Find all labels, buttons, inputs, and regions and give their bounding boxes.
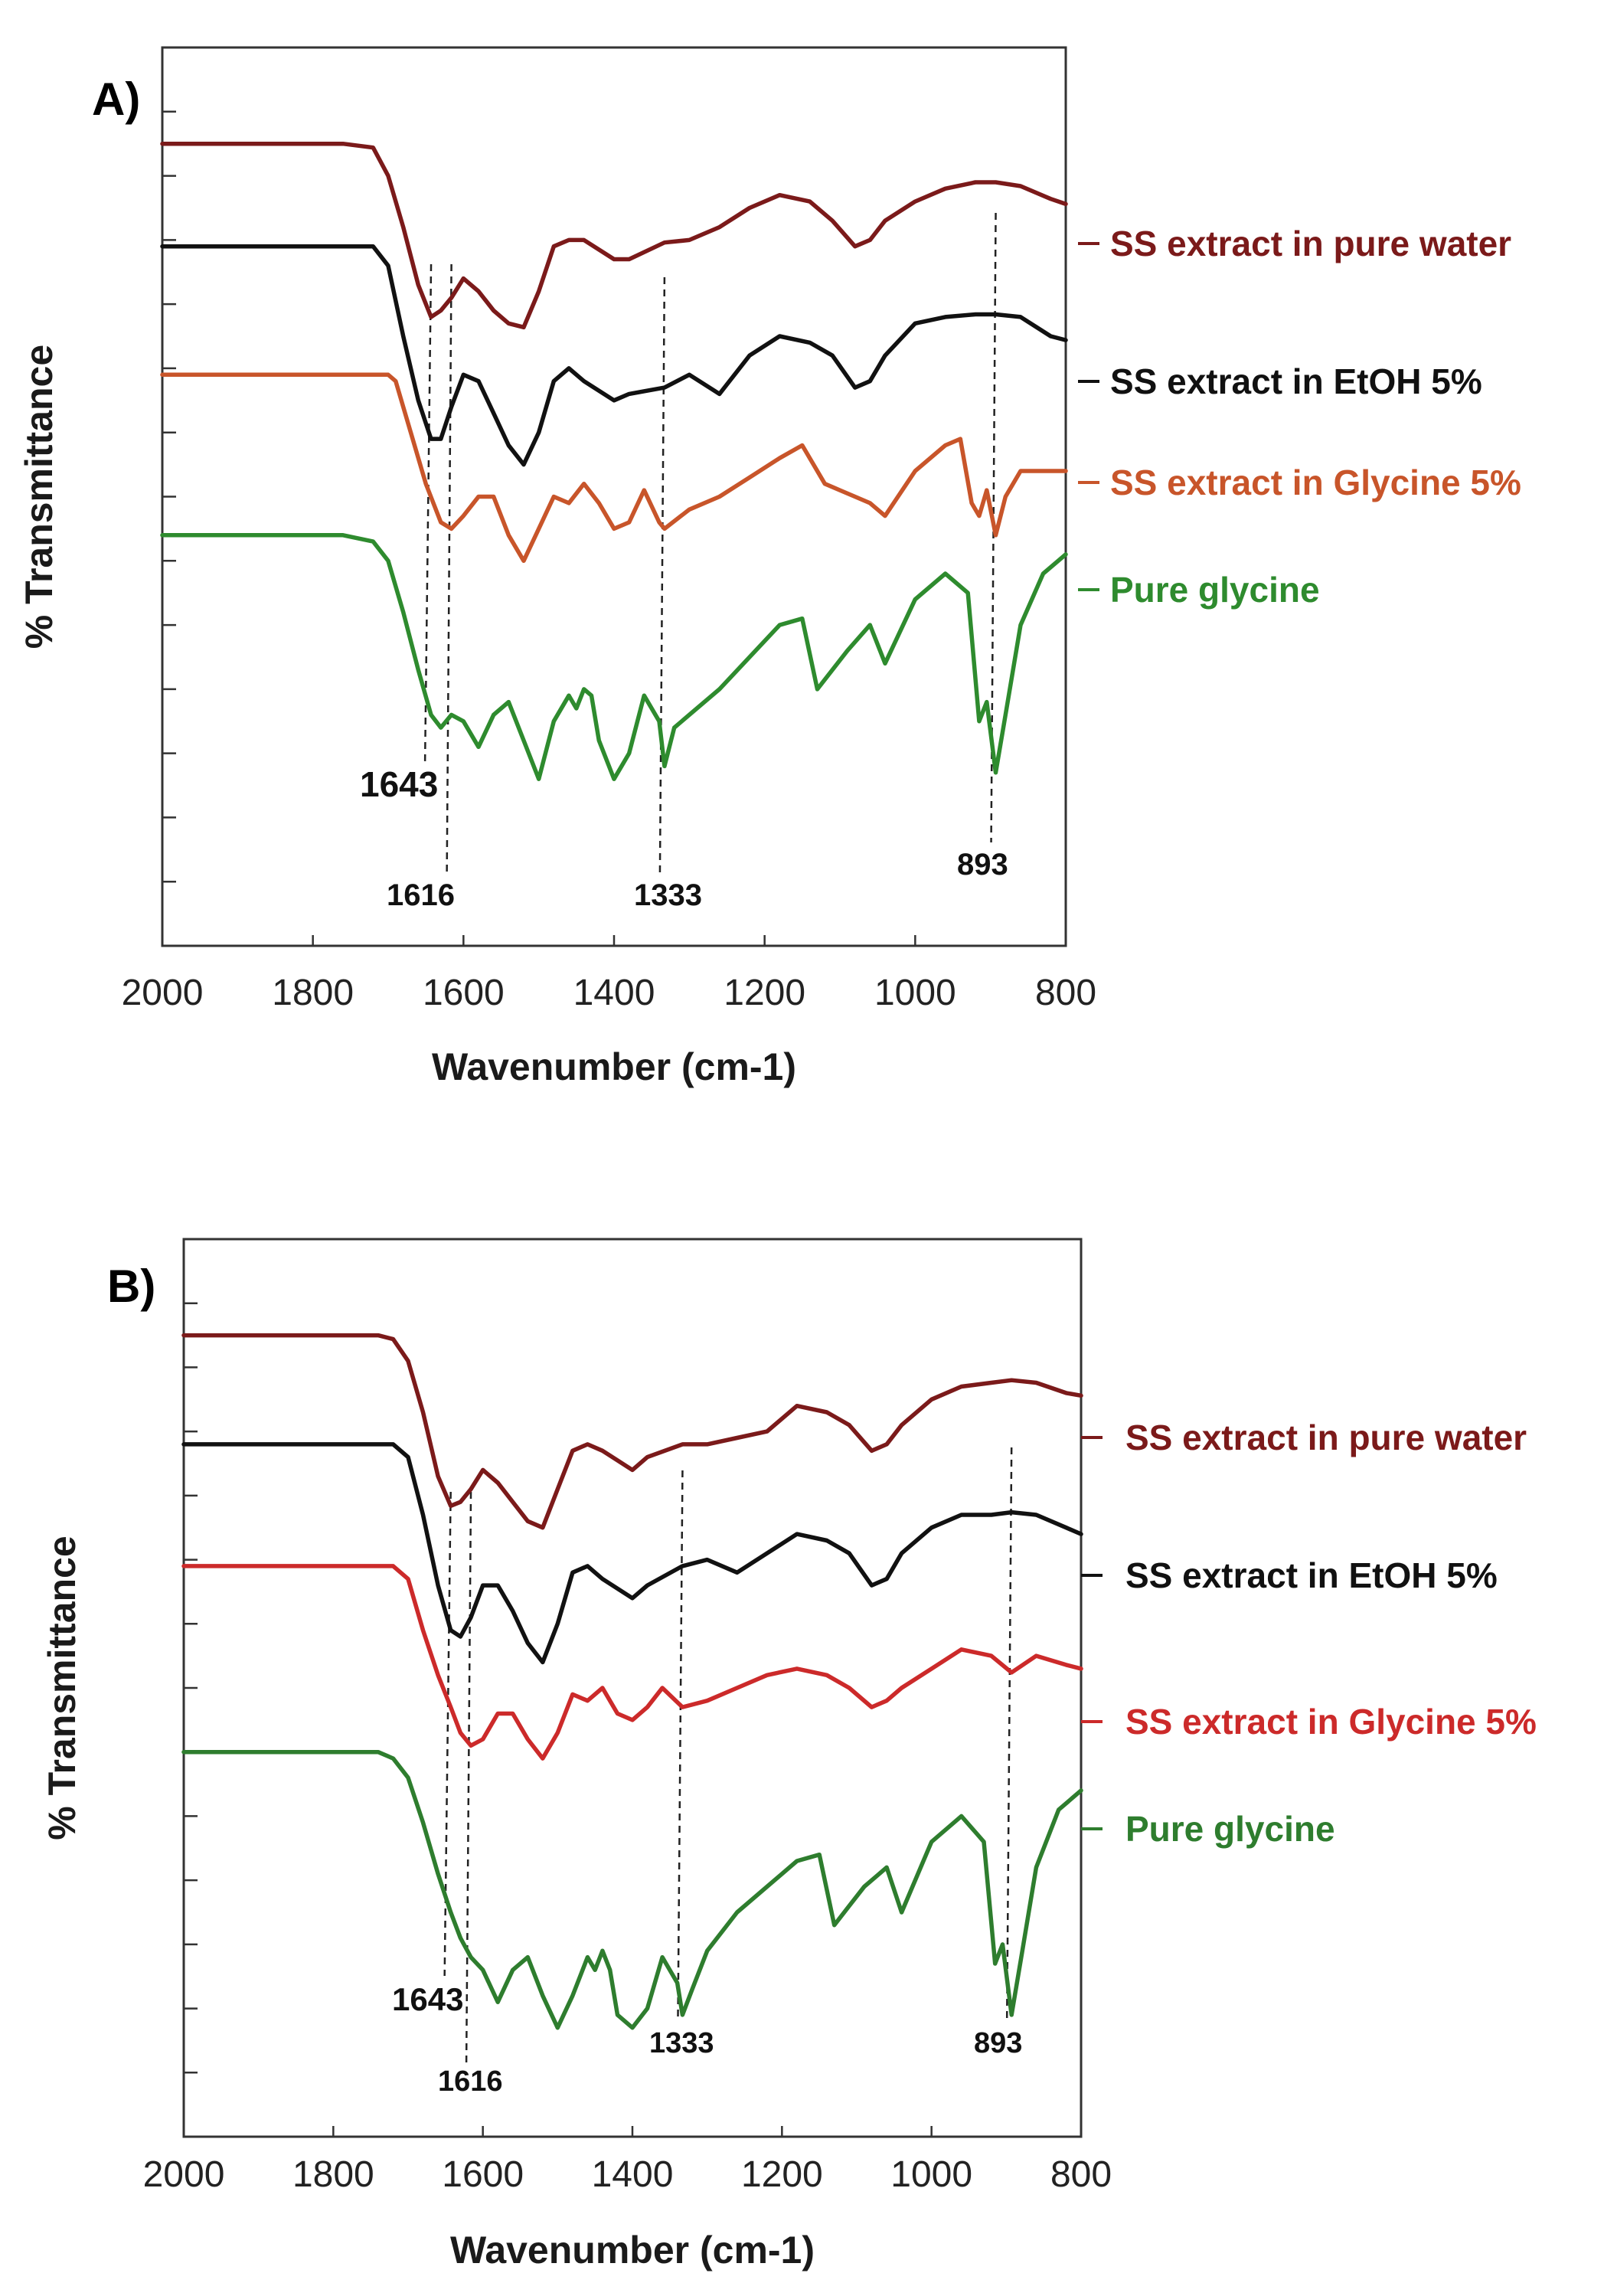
peak-marker-line-1333 <box>658 276 666 878</box>
x-tick-label: 1000 <box>874 973 956 1013</box>
series-line-1 <box>181 1442 1083 1665</box>
peak-marker-line-1333 <box>677 1470 684 2023</box>
legend-entry-3: Pure glycine <box>1110 570 1320 610</box>
x-tick-label: 1400 <box>573 973 655 1013</box>
legend-entry-0: SS extract in pure water <box>1110 224 1511 263</box>
peak-label-893: 893 <box>957 848 1008 881</box>
y-axis-title: % Transmittance <box>41 1536 83 1840</box>
panel-label: B) <box>107 1261 155 1312</box>
legend-entry-3: Pure glycine <box>1125 1809 1335 1849</box>
plot-frame <box>161 46 1067 947</box>
x-tick-label: 1200 <box>741 2154 823 2195</box>
series-line-2 <box>160 372 1068 564</box>
series-line-0 <box>181 1333 1083 1530</box>
peak-label-1333: 1333 <box>634 878 702 912</box>
series-line-0 <box>160 141 1068 330</box>
legend-entry-2: SS extract in Glycine 5% <box>1110 463 1521 502</box>
peak-label-1643: 1643 <box>360 764 438 804</box>
peak-label-1333: 1333 <box>649 2027 714 2059</box>
legend-entry-0: SS extract in pure water <box>1125 1418 1527 1457</box>
x-tick-label: 1600 <box>442 2154 524 2195</box>
legend-entry-2: SS extract in Glycine 5% <box>1125 1702 1537 1742</box>
panel-label: A) <box>92 74 140 125</box>
series-line-3 <box>181 1749 1083 2030</box>
x-tick-label: 1800 <box>292 2154 374 2195</box>
x-tick-label: 1000 <box>890 2154 972 2195</box>
chart-panel-a: 2000 1800 1600 1400 1200 1000 800 A) Wavenumber … <box>18 46 1521 1088</box>
legend-entry-1: SS extract in EtOH 5% <box>1125 1555 1498 1595</box>
x-tick-label: 2000 <box>122 973 204 1013</box>
x-tick-label: 800 <box>1050 2154 1112 2195</box>
legend-entry-1: SS extract in EtOH 5% <box>1110 361 1482 401</box>
x-axis-title: Wavenumber (cm-1) <box>450 2229 815 2271</box>
x-axis-title: Wavenumber (cm-1) <box>432 1045 796 1088</box>
peak-marker-line-1616 <box>446 263 452 878</box>
series-line-2 <box>181 1564 1083 1761</box>
x-tick-label: 1600 <box>423 973 505 1013</box>
x-tick-label: 1800 <box>272 973 354 1013</box>
x-tick-label: 800 <box>1035 973 1096 1013</box>
y-axis-title: % Transmittance <box>18 345 60 649</box>
plot-frame <box>182 1238 1083 2138</box>
peak-label-1643: 1643 <box>392 1981 463 2017</box>
peak-label-1616: 1616 <box>387 878 455 912</box>
x-tick-label: 1400 <box>592 2154 674 2195</box>
peak-marker-line-893 <box>1005 1447 1013 2023</box>
series-line-3 <box>160 533 1068 781</box>
x-tick-label: 2000 <box>143 2154 225 2195</box>
peak-marker-line-1643 <box>423 263 433 767</box>
peak-marker-line-1616 <box>465 1491 472 2069</box>
x-tick-label: 1200 <box>724 973 805 1013</box>
chart-panel-b: 2000 1800 1600 1400 1200 1000 800 B) Wavenumber … <box>41 1238 1537 2271</box>
series-line-1 <box>160 244 1068 467</box>
peak-label-1616: 1616 <box>438 2065 503 2098</box>
peak-label-893: 893 <box>974 2027 1022 2059</box>
